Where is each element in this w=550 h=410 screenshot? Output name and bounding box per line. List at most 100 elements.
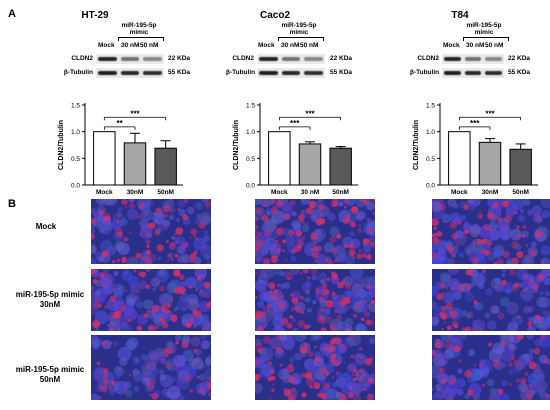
claudin-stain-spot [91,218,97,225]
claudin-stain-spot [524,255,528,258]
nucleus-spot [204,253,211,261]
claudin-stain-spot [441,306,447,311]
claudin-stain-spot [272,295,278,301]
claudin-stain-spot [133,269,137,273]
nucleus-spot [309,336,315,342]
claudin-stain-spot [330,358,336,364]
claudin-stain-spot [124,289,128,293]
claudin-stain-spot [276,329,280,331]
nucleus-spot [324,307,332,315]
claudin-stain-spot [360,199,364,203]
nucleus-spot [291,219,302,230]
claudin-stain-spot [163,204,171,213]
nucleus-spot [281,336,296,351]
claudin-stain-spot [323,273,325,275]
claudin-stain-spot [188,284,193,289]
nucleus-spot [361,276,374,289]
micrograph-r1-c2 [255,199,375,264]
claudin-stain-spot [443,321,446,324]
molecular-weight-label: 55 KDa [330,69,353,76]
nucleus-spot [446,374,457,386]
nucleus-spot [113,271,118,277]
nucleus-spot [91,257,97,264]
claudin-stain-spot [189,253,197,261]
nucleus-spot [519,208,525,214]
nucleus-spot [540,245,550,256]
claudin-stain-spot [104,215,111,222]
claudin-stain-spot [169,199,173,201]
nucleus-spot [473,272,486,286]
claudin-stain-spot [98,212,101,215]
blot-band [304,57,323,61]
claudin-stain-spot [313,241,317,245]
claudin-stain-spot [276,227,284,236]
blot-strip [442,54,504,64]
claudin-stain-spot [358,378,363,382]
claudin-stain-spot [523,310,526,313]
claudin-stain-spot [297,222,300,225]
claudin-stain-spot [477,202,480,205]
nucleus-spot [279,283,286,290]
claudin-stain-spot [486,239,493,246]
claudin-stain-spot [140,271,147,278]
claudin-stain-spot [343,361,347,364]
micrograph-r2-c2 [255,269,375,331]
claudin-stain-spot [262,311,267,317]
nucleus-spot [91,245,98,255]
claudin-stain-spot [320,319,326,325]
claudin-stain-spot [99,272,106,278]
claudin-stain-spot [145,249,151,255]
claudin-stain-spot [354,377,359,382]
claudin-stain-spot [256,326,264,331]
claudin-stain-spot [310,269,318,276]
nucleus-spot [333,342,346,355]
claudin-stain-spot [525,390,533,398]
claudin-stain-spot [282,212,291,221]
claudin-stain-spot [492,359,500,368]
nucleus-spot [469,199,476,205]
nucleus-spot [293,335,307,342]
claudin-stain-spot [330,353,337,360]
claudin-stain-spot [463,382,465,385]
claudin-stain-spot [255,270,258,276]
lane-label: Mock [98,42,115,49]
significance-label: ** [117,119,124,128]
claudin-stain-spot [113,310,122,319]
claudin-stain-spot [291,387,297,392]
claudin-stain-spot [497,388,504,395]
claudin-stain-spot [347,214,350,218]
claudin-stain-spot [365,358,373,366]
micrograph-texture [91,335,211,400]
claudin-stain-spot [206,209,210,212]
nucleus-spot [257,300,265,308]
nucleus-spot [125,389,133,398]
claudin-stain-spot [279,304,285,310]
y-tick-label: 0.0 [426,183,435,190]
nucleus-spot [460,214,466,221]
claudin-stain-spot [136,314,140,317]
x-tick-label: Mock [451,189,468,196]
claudin-stain-spot [266,303,272,310]
claudin-stain-spot [280,317,289,326]
nucleus-spot [163,219,171,227]
bar [154,147,177,186]
nucleus-spot [527,276,541,290]
mimic-bracket [118,37,164,41]
nucleus-spot [201,199,209,203]
claudin-stain-spot [535,230,542,238]
nucleus-spot [129,283,141,295]
claudin-stain-spot [314,356,321,363]
claudin-stain-spot [325,316,333,324]
nucleus-spot [117,347,132,361]
nucleus-spot [264,223,274,233]
claudin-stain-spot [185,242,188,246]
nucleus-spot [458,252,464,258]
claudin-stain-spot [109,295,117,303]
claudin-stain-spot [99,209,106,217]
claudin-stain-spot [198,387,204,394]
y-tick-label: 0.5 [71,156,80,163]
nucleus-spot [159,369,165,375]
claudin-stain-spot [500,340,506,346]
nucleus-spot [181,241,188,248]
claudin-stain-spot [513,359,521,367]
